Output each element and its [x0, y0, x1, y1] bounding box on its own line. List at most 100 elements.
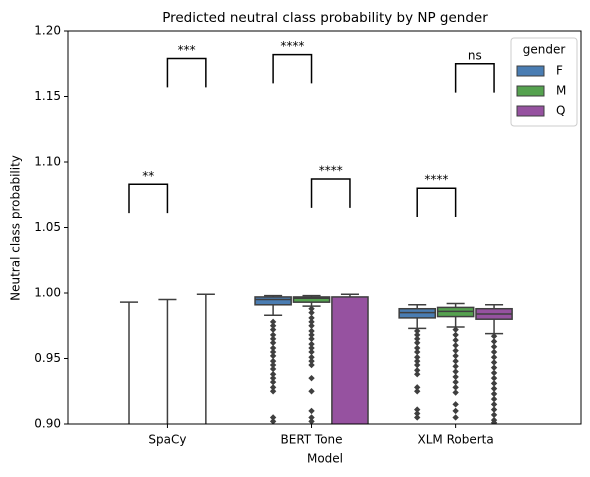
y-tick-label: 0.95 [34, 351, 61, 365]
outlier [269, 322, 277, 329]
chart-title: Predicted neutral class probability by N… [162, 10, 488, 26]
outlier [308, 327, 315, 335]
outlier [490, 359, 498, 366]
outlier [452, 336, 459, 344]
outlier [269, 344, 277, 352]
y-tick-label: 1.15 [34, 89, 61, 103]
outlier [490, 353, 498, 361]
outlier [452, 342, 459, 349]
outlier [452, 331, 459, 339]
significance-label: **** [319, 164, 343, 178]
outlier [308, 331, 315, 339]
box [331, 296, 369, 424]
outlier [452, 407, 459, 415]
outlier [490, 395, 498, 403]
outlier [414, 357, 421, 365]
outlier [308, 353, 315, 361]
outlier [308, 388, 315, 395]
outlier [414, 353, 421, 361]
y-tick-label: 0.90 [34, 417, 61, 431]
significance-bracket [454, 63, 495, 93]
significance-bracket [166, 57, 207, 88]
outlier [414, 384, 421, 391]
outlier [490, 343, 498, 350]
outlier [308, 340, 315, 348]
x-tick-label: SpaCy [148, 433, 186, 447]
y-tick-label: 1.10 [34, 155, 61, 169]
box [292, 296, 331, 303]
outlier [414, 335, 421, 343]
outlier [269, 378, 277, 386]
outlier [414, 371, 421, 378]
outlier [308, 357, 315, 365]
legend-title: gender [523, 43, 566, 57]
legend-swatch [516, 65, 545, 77]
significance-label: **** [424, 173, 448, 187]
outlier [414, 367, 421, 374]
outlier [490, 401, 498, 408]
outlier [452, 368, 459, 375]
outlier [308, 361, 315, 369]
significance-label: **** [280, 39, 304, 53]
outlier [269, 384, 277, 391]
legend-label: M [556, 84, 566, 98]
outlier [414, 344, 421, 352]
outlier [452, 414, 459, 421]
outlier [452, 389, 459, 396]
outlier [414, 339, 421, 346]
significance-label: ** [142, 169, 154, 183]
outlier [269, 318, 277, 326]
outlier [414, 331, 421, 339]
outlier [269, 361, 277, 369]
outlier [308, 309, 315, 316]
box [254, 296, 292, 306]
legend-box [510, 37, 578, 127]
significance-label: ns [468, 48, 482, 62]
outlier [452, 326, 459, 333]
outlier [490, 411, 498, 419]
outlier [490, 333, 498, 340]
outlier [269, 357, 277, 365]
x-axis-label: Model [307, 452, 343, 466]
outlier [308, 414, 315, 421]
outlier [452, 357, 459, 365]
outlier [490, 369, 498, 377]
legend-label: Q [556, 104, 565, 118]
plot-area [119, 293, 513, 424]
significance-bracket [128, 183, 169, 214]
outlier [269, 326, 277, 333]
outlier [269, 331, 277, 339]
outlier [490, 338, 498, 345]
legend-swatch [516, 105, 545, 117]
legend-label: F [556, 64, 563, 78]
y-tick-label: 1.00 [34, 286, 61, 300]
x-tick-label: BERT Tone [281, 433, 343, 447]
outlier [308, 418, 315, 424]
outlier [269, 418, 277, 424]
outlier [490, 390, 498, 398]
significance-bracket [416, 187, 457, 218]
outlier [269, 348, 277, 356]
legend-swatch [516, 85, 545, 97]
x-tick-label: XLM Roberta [418, 433, 494, 447]
axes-frame [67, 30, 582, 425]
y-tick-label: 1.05 [34, 220, 61, 234]
outlier [308, 374, 315, 382]
outlier [452, 347, 459, 354]
outlier [269, 352, 277, 360]
outlier [308, 314, 315, 322]
outlier [452, 378, 459, 386]
outlier [490, 380, 498, 387]
y-tick-label: 1.20 [34, 24, 61, 38]
outlier [308, 407, 315, 415]
y-axis-label: Neutral class probability [9, 155, 23, 301]
outlier [490, 385, 498, 392]
outlier [452, 384, 459, 391]
outlier [308, 322, 315, 329]
outlier [414, 410, 421, 417]
outlier [414, 348, 421, 356]
outlier [308, 305, 315, 312]
outlier [269, 339, 277, 346]
